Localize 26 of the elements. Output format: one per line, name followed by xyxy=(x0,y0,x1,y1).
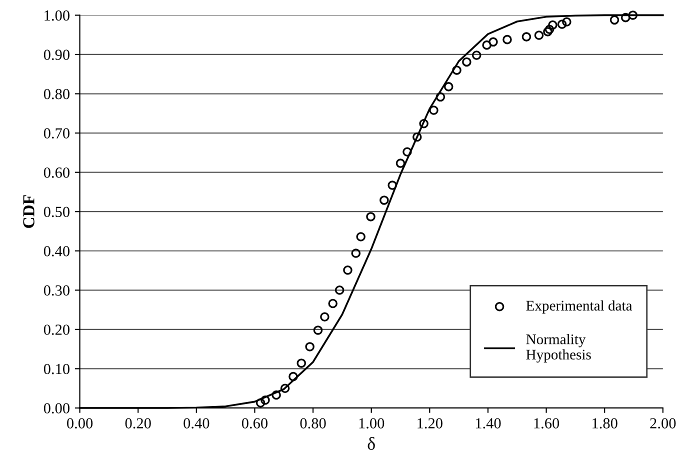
y-tick-label: 0.70 xyxy=(44,128,70,139)
legend-label: Experimental data xyxy=(526,300,632,314)
legend-label: Normality Hypothesis xyxy=(526,334,591,363)
y-tick-label: 1.00 xyxy=(44,10,70,21)
y-tick-label: 0.50 xyxy=(44,206,70,218)
x-tick-label: 1.20 xyxy=(418,418,442,429)
x-tick-label: 1.40 xyxy=(476,418,501,429)
y-tick-label: 0.20 xyxy=(44,324,70,335)
y-tick-label: 0.40 xyxy=(44,246,70,256)
x-tick-label: 1.80 xyxy=(592,418,618,429)
y-tick-label: 0.00 xyxy=(44,403,70,414)
x-tick-label: 1.60 xyxy=(534,418,560,429)
y-axis-title: CDF xyxy=(23,195,34,228)
x-axis-title: δ xyxy=(368,437,375,450)
x-tick-label: 0.00 xyxy=(67,418,93,429)
x-tick-label: 0.40 xyxy=(184,418,210,429)
x-tick-label: 0.60 xyxy=(242,418,268,429)
x-tick-label: 0.20 xyxy=(125,418,151,429)
x-tick-label: 2.00 xyxy=(650,418,676,429)
y-tick-label: 0.80 xyxy=(44,88,70,100)
y-tick-label: 0.60 xyxy=(44,167,70,178)
y-tick-label: 0.30 xyxy=(44,285,70,296)
y-tick-label: 0.90 xyxy=(44,50,70,60)
x-tick-label: 1.00 xyxy=(359,418,384,429)
y-tick-label: 0.10 xyxy=(44,364,70,374)
x-tick-label: 0.80 xyxy=(300,418,326,429)
